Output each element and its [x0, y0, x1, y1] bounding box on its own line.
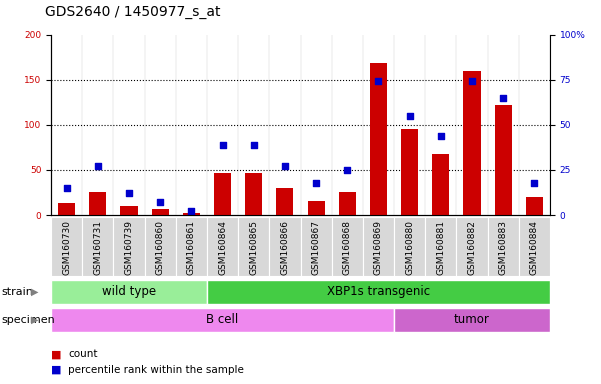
- FancyBboxPatch shape: [426, 217, 456, 276]
- FancyBboxPatch shape: [394, 308, 550, 332]
- Bar: [401, 129, 418, 215]
- FancyBboxPatch shape: [238, 217, 269, 276]
- FancyBboxPatch shape: [332, 217, 363, 276]
- Text: specimen: specimen: [1, 315, 55, 325]
- Point: [62, 185, 72, 191]
- FancyBboxPatch shape: [114, 217, 145, 276]
- Bar: [120, 206, 138, 215]
- Bar: [432, 154, 450, 215]
- Text: ▶: ▶: [31, 315, 38, 325]
- Text: GSM160883: GSM160883: [499, 220, 508, 275]
- Point: [529, 179, 539, 185]
- Text: ■: ■: [51, 365, 61, 375]
- Text: strain: strain: [1, 287, 33, 297]
- FancyBboxPatch shape: [207, 280, 550, 304]
- Text: GSM160868: GSM160868: [343, 220, 352, 275]
- Text: GSM160730: GSM160730: [62, 220, 71, 275]
- Point: [467, 78, 477, 84]
- Text: GSM160860: GSM160860: [156, 220, 165, 275]
- FancyBboxPatch shape: [51, 280, 207, 304]
- FancyBboxPatch shape: [519, 217, 550, 276]
- FancyBboxPatch shape: [300, 217, 332, 276]
- Text: percentile rank within the sample: percentile rank within the sample: [68, 365, 244, 375]
- Bar: [58, 203, 75, 215]
- Text: B cell: B cell: [206, 313, 239, 326]
- Point: [343, 167, 352, 173]
- Bar: [183, 213, 200, 215]
- Point: [436, 132, 445, 139]
- Text: GSM160867: GSM160867: [311, 220, 320, 275]
- Point: [405, 113, 415, 119]
- Bar: [245, 173, 262, 215]
- Bar: [526, 197, 543, 215]
- Point: [156, 199, 165, 205]
- FancyBboxPatch shape: [82, 217, 114, 276]
- Text: GSM160880: GSM160880: [405, 220, 414, 275]
- Text: GSM160865: GSM160865: [249, 220, 258, 275]
- Bar: [276, 188, 293, 215]
- FancyBboxPatch shape: [51, 217, 82, 276]
- Bar: [308, 200, 325, 215]
- Bar: [214, 173, 231, 215]
- Text: ▶: ▶: [31, 287, 38, 297]
- Text: wild type: wild type: [102, 285, 156, 298]
- Point: [249, 142, 258, 148]
- Text: GSM160731: GSM160731: [93, 220, 102, 275]
- Text: tumor: tumor: [454, 313, 490, 326]
- Text: ■: ■: [51, 349, 61, 359]
- Point: [311, 179, 321, 185]
- FancyBboxPatch shape: [51, 308, 394, 332]
- Bar: [495, 105, 511, 215]
- FancyBboxPatch shape: [456, 217, 487, 276]
- Text: GSM160884: GSM160884: [530, 220, 539, 275]
- Point: [374, 78, 383, 84]
- Bar: [339, 192, 356, 215]
- Text: GSM160861: GSM160861: [187, 220, 196, 275]
- Text: GSM160881: GSM160881: [436, 220, 445, 275]
- Point: [498, 95, 508, 101]
- Bar: [370, 63, 387, 215]
- Text: XBP1s transgenic: XBP1s transgenic: [327, 285, 430, 298]
- Text: count: count: [68, 349, 97, 359]
- Text: GSM160864: GSM160864: [218, 220, 227, 275]
- Point: [93, 163, 103, 169]
- Point: [124, 190, 134, 197]
- Point: [280, 163, 290, 169]
- Bar: [463, 71, 481, 215]
- Point: [218, 142, 227, 148]
- FancyBboxPatch shape: [176, 217, 207, 276]
- Text: GDS2640 / 1450977_s_at: GDS2640 / 1450977_s_at: [45, 5, 221, 19]
- Text: GSM160869: GSM160869: [374, 220, 383, 275]
- Bar: [90, 192, 106, 215]
- FancyBboxPatch shape: [145, 217, 176, 276]
- Text: GSM160866: GSM160866: [281, 220, 290, 275]
- Text: GSM160739: GSM160739: [124, 220, 133, 275]
- FancyBboxPatch shape: [487, 217, 519, 276]
- FancyBboxPatch shape: [207, 217, 238, 276]
- FancyBboxPatch shape: [394, 217, 426, 276]
- Bar: [151, 209, 169, 215]
- Text: GSM160882: GSM160882: [468, 220, 477, 275]
- Point: [186, 209, 196, 215]
- FancyBboxPatch shape: [269, 217, 300, 276]
- FancyBboxPatch shape: [363, 217, 394, 276]
